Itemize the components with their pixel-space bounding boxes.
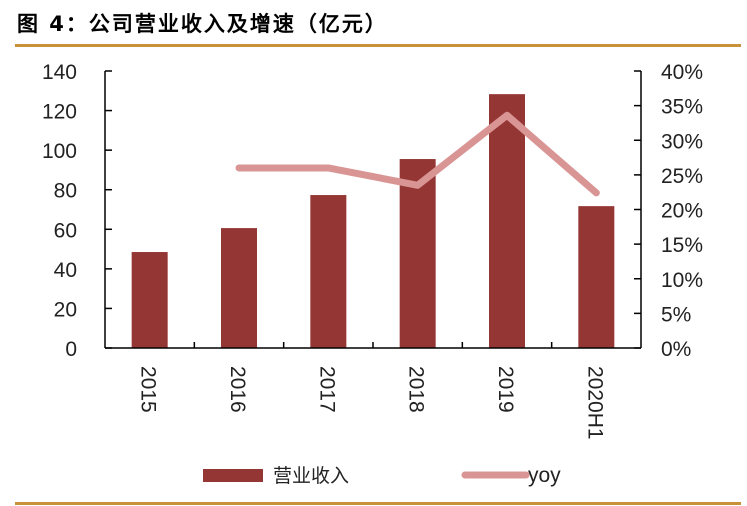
bar-2016 [221, 228, 257, 348]
left-tick-label: 0 [65, 338, 77, 361]
legend-bar-swatch [203, 469, 263, 482]
left-tick-label: 60 [54, 219, 77, 242]
right-tick-label: 20% [661, 200, 703, 223]
right-axis-labels: 0% 5% 10% 15% 20% 25% 30% 35% 40% [661, 61, 703, 361]
figure-title: 图 4：公司营业收入及增速（亿元） [17, 12, 388, 36]
left-tick-label: 120 [42, 101, 77, 124]
left-tick-label: 20 [54, 298, 77, 321]
right-tick-label: 30% [661, 130, 703, 153]
left-tick-label: 40 [54, 259, 77, 282]
yoy-polyline [235, 111, 600, 197]
bar-2019 [489, 94, 525, 348]
x-tick-label: 2017 [315, 366, 338, 413]
top-rule [15, 44, 741, 47]
left-axis-labels: 0 20 40 60 80 100 120 140 [42, 61, 77, 361]
x-tick-label: 2019 [494, 366, 517, 413]
legend-line-label: yoy [528, 464, 561, 487]
legend-bar-label: 营业收入 [273, 465, 349, 487]
bar-2018 [399, 159, 436, 348]
left-tick-label: 80 [54, 180, 77, 203]
right-tick-label: 40% [661, 61, 703, 84]
right-tick-label: 5% [661, 303, 691, 326]
bar-2020H1 [578, 206, 615, 348]
legend: 营业收入 yoy [203, 464, 561, 487]
left-tick-label: 140 [42, 61, 77, 84]
revenue-bars [131, 94, 615, 348]
yoy-line [235, 111, 600, 197]
right-tick-label: 10% [661, 269, 703, 292]
x-axis-labels: 2015 2016 2017 2018 2019 2020H1 [137, 366, 607, 440]
bottom-rule [15, 502, 741, 505]
left-tick-label: 100 [42, 140, 77, 163]
x-tick-label: 2015 [137, 366, 160, 413]
bar-2017 [310, 195, 347, 348]
right-tick-label: 25% [661, 165, 703, 188]
right-tick-label: 0% [661, 338, 691, 361]
x-tick-label: 2018 [405, 366, 428, 413]
x-tick-label: 2016 [226, 366, 249, 413]
x-tick-label: 2020H1 [583, 366, 606, 440]
right-tick-label: 35% [661, 96, 703, 119]
bar-2015 [131, 252, 168, 348]
axes [104, 70, 642, 349]
right-tick-label: 15% [661, 234, 703, 257]
